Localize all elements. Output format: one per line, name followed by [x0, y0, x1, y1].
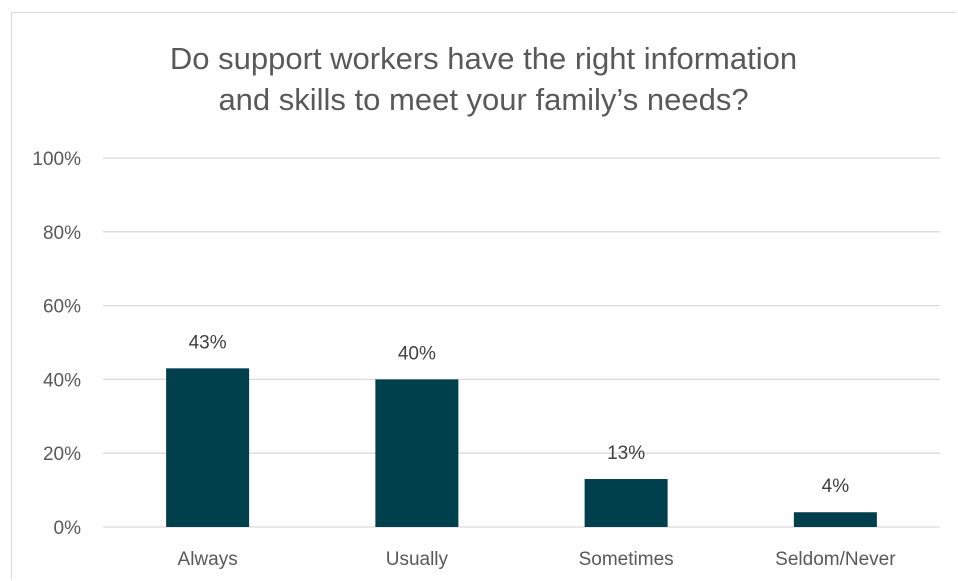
bar-sometimes [584, 479, 668, 527]
y-tick-label-80: 80% [43, 223, 81, 244]
chart-title-line-1: Do support workers have the right inform… [169, 41, 798, 76]
y-tick-label-100: 100% [32, 149, 81, 170]
y-tick-label-40: 40% [43, 370, 81, 391]
data-label-usually: 40% [398, 343, 436, 364]
bar-seldom-never [793, 512, 877, 527]
data-label-seldom-never: 4% [822, 476, 850, 497]
x-tick-label-sometimes: Sometimes [579, 549, 674, 570]
y-tick-label-20: 20% [43, 444, 81, 465]
bar-usually [375, 379, 459, 527]
x-tick-label-always: Always [178, 549, 238, 570]
chart-title-line-2: and skills to meet your family’s needs? [218, 82, 749, 117]
y-tick-label-0: 0% [54, 518, 82, 539]
chart-title: Do support workers have the right inform… [11, 38, 956, 120]
bar-always [166, 368, 250, 527]
y-tick-label-60: 60% [43, 297, 81, 318]
data-label-always: 43% [189, 332, 227, 353]
data-label-sometimes: 13% [607, 443, 645, 464]
x-tick-label-usually: Usually [386, 549, 449, 570]
x-tick-label-seldom-never: Seldom/Never [775, 549, 896, 570]
